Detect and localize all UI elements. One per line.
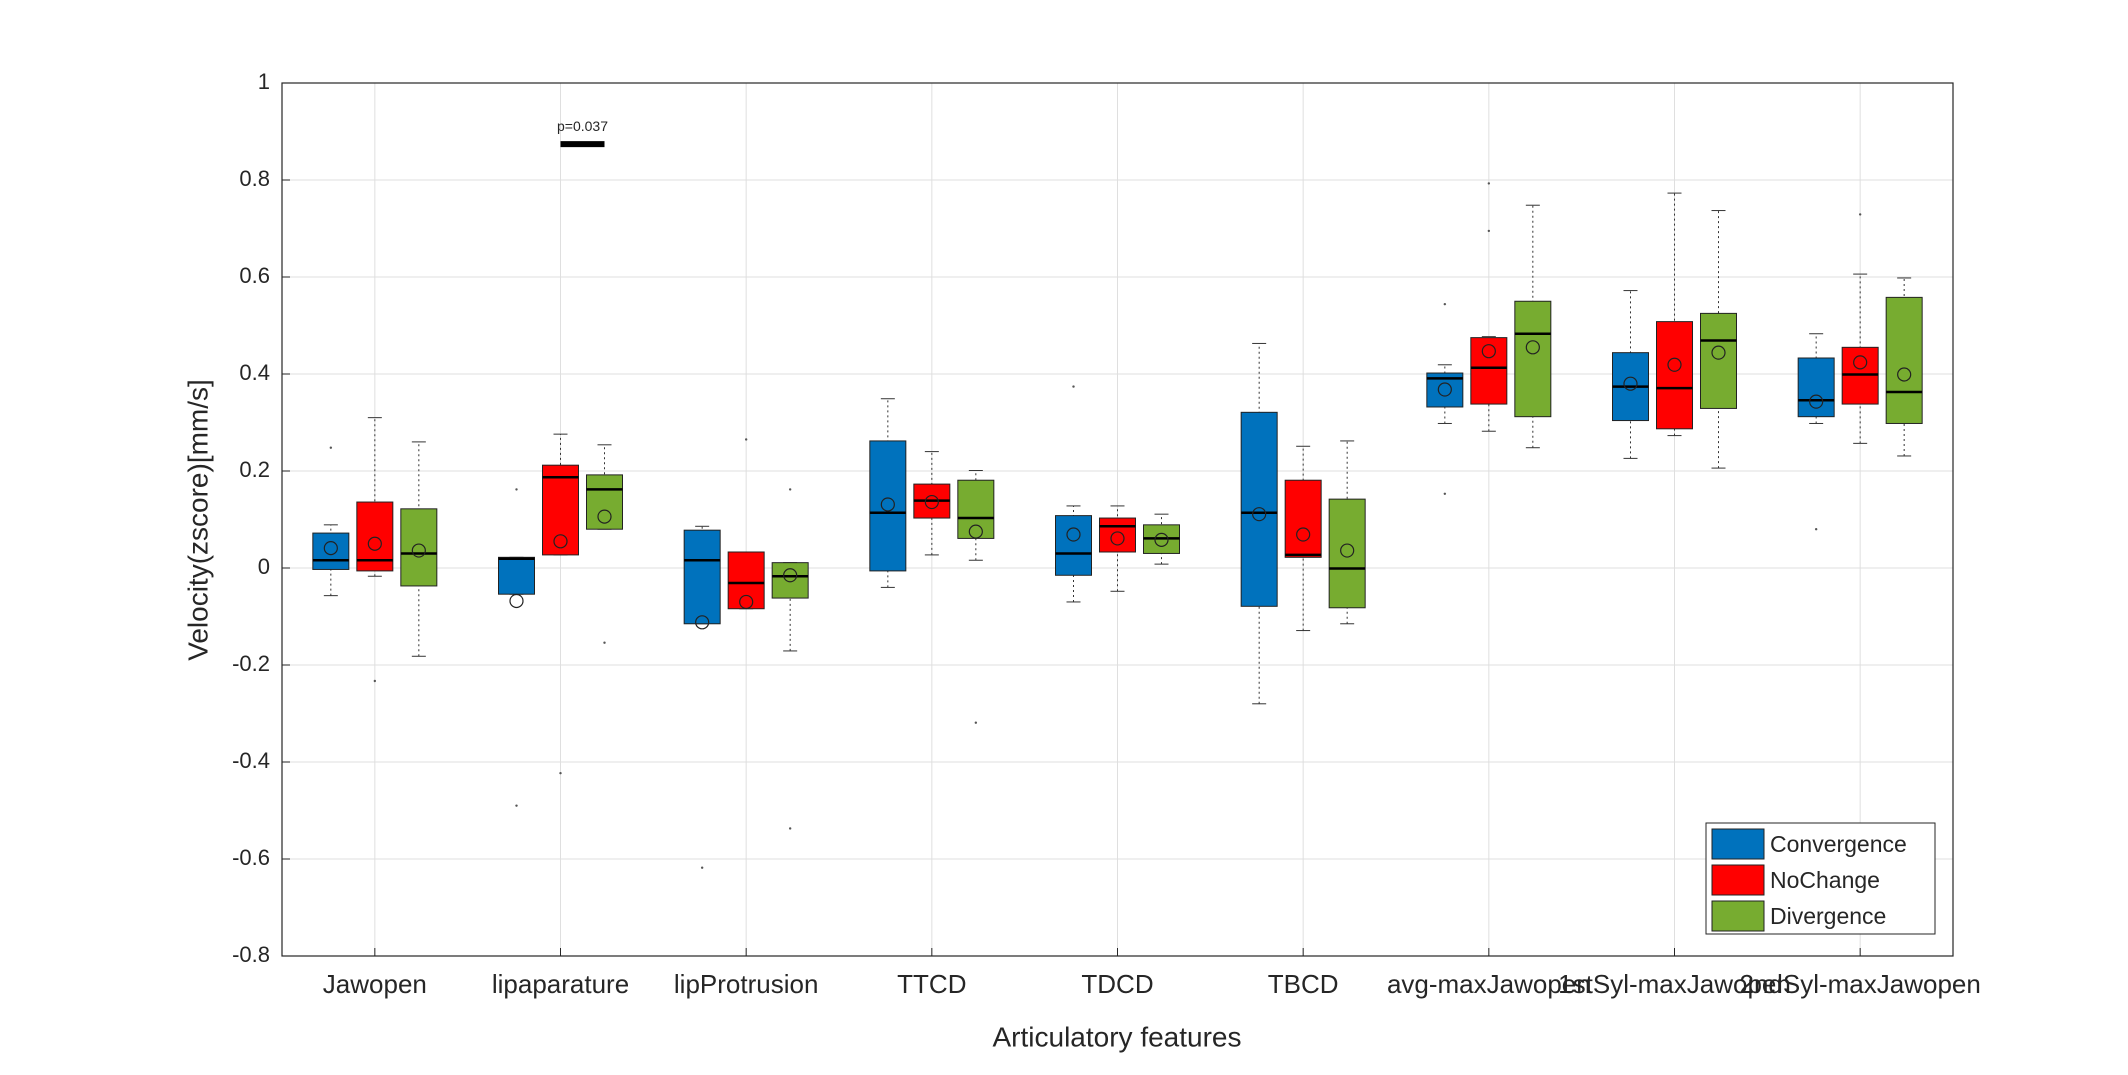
outlier [559,771,562,775]
outlier [603,641,606,644]
outlier [1443,302,1447,306]
x-tick-label: TTCD [897,969,966,999]
x-tick-label: TBCD [1268,969,1339,999]
mean [1481,344,1496,359]
x-tick-label: lipaparature [492,969,629,999]
mean [924,494,939,510]
outlier [515,488,518,491]
outlier [373,679,377,683]
outlier [788,488,792,491]
mean [1296,527,1311,542]
mean [597,509,612,524]
box [1328,498,1366,609]
mean [1437,382,1452,397]
box [586,474,623,530]
x-tick-label: 1stSyl-maxJawopen [1558,969,1791,999]
box [1099,517,1136,553]
mean [1809,394,1824,409]
x-tick-label: Jawopen [323,969,427,999]
outlier [700,866,704,869]
box [1240,411,1278,607]
y-tick-label: 0.8 [239,166,270,191]
box [1514,300,1552,418]
mean [1667,357,1682,372]
outlier [1072,385,1075,388]
outlier [1487,182,1491,185]
y-tick-label: -0.8 [232,942,270,967]
box [1055,515,1092,576]
mean [695,615,710,630]
y-axis-label: Velocity(zscore)[mm/s] [182,379,213,661]
mean [509,593,524,609]
mean [323,541,338,556]
x-tick-label: 2ndSyl-maxJawopen [1739,969,1980,999]
y-tick-label: 0.4 [239,360,270,385]
plot-frame [281,82,1954,957]
box [1656,321,1693,430]
mean [739,594,754,610]
box [957,479,995,539]
box [771,562,809,599]
outlier [1814,528,1818,531]
mean [1110,531,1125,546]
box [1700,312,1737,409]
y-tick-label: -0.4 [232,748,270,773]
outlier [1443,492,1447,495]
mean [1711,345,1726,360]
mean [1066,527,1081,542]
legend-swatch [1711,900,1765,932]
legend-label: Convergence [1770,831,1907,857]
legend-swatch [1711,864,1765,896]
x-axis-label: Articulatory features [993,1021,1242,1052]
mean [783,568,798,583]
mean [1154,532,1169,547]
legend-swatch [1711,828,1765,860]
mean [968,524,983,539]
y-tick-label: -0.2 [232,651,270,676]
box [312,532,350,570]
outlier [329,446,333,449]
box [869,440,907,572]
y-tick-label: 0.2 [239,457,270,482]
outlier [744,438,748,441]
y-tick-label: 1 [258,69,270,94]
box [1284,479,1322,558]
outlier [974,721,978,724]
y-tick-label: -0.6 [232,845,270,870]
box [498,556,535,595]
mean [1252,507,1267,522]
legend-label: NoChange [1770,867,1880,893]
x-tick-label: avg-maxJawopen [1387,969,1591,999]
outlier [788,827,792,830]
box [1797,357,1835,418]
outlier [1858,213,1862,216]
x-tick-label: TDCD [1081,969,1153,999]
mean [553,534,568,549]
y-tick-label: 0.6 [239,263,270,288]
legend-label: Divergence [1770,903,1886,929]
mean [367,536,382,551]
box [542,464,579,556]
box [683,529,721,625]
x-tick-label: lipProtrusion [674,969,819,999]
box [400,508,438,587]
y-tick-label: 0 [258,554,270,579]
box [1470,337,1508,405]
mean [1623,376,1638,391]
mean [411,543,426,558]
outlier [1487,229,1491,233]
mean [1853,355,1868,370]
mean [1340,543,1355,558]
mean [880,497,895,512]
annotation-text: p=0.037 [557,118,608,134]
box [1885,296,1923,424]
outlier [515,804,518,807]
mean [1897,367,1912,382]
mean [1525,340,1540,355]
box [727,551,765,610]
